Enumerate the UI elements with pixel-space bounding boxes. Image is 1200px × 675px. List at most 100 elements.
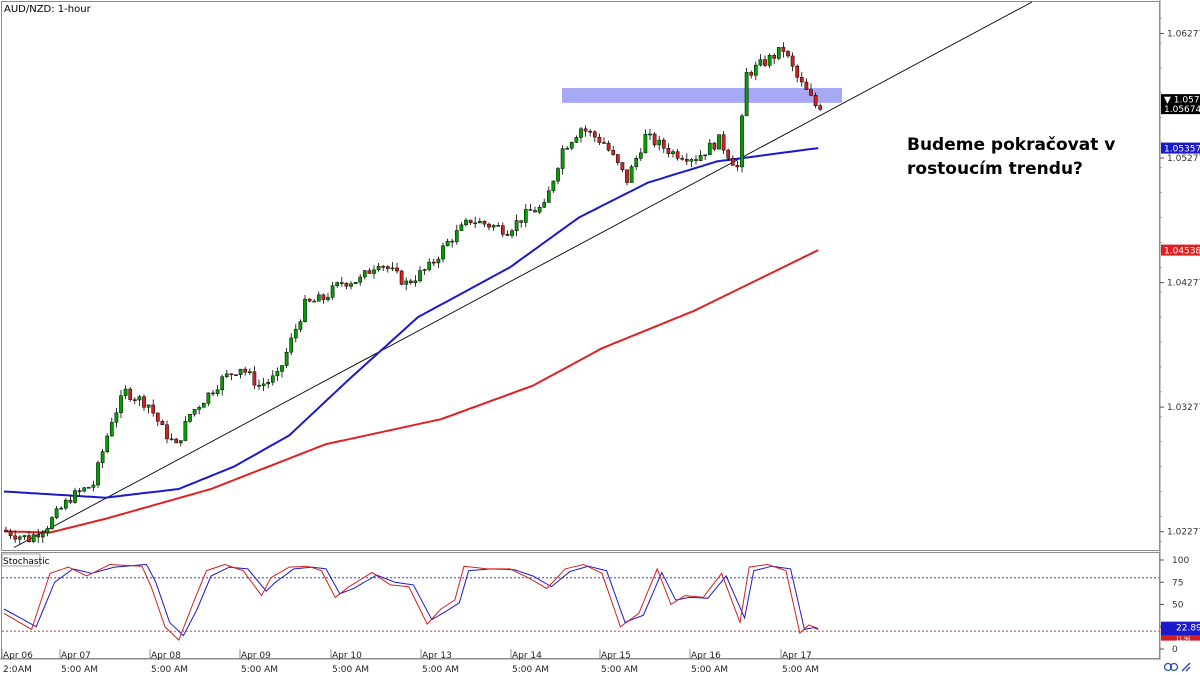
candle-body [8, 531, 13, 537]
candle-body [473, 222, 478, 225]
candle-body [767, 55, 772, 66]
candle-body [781, 47, 786, 52]
stochastic-k-line [3, 563, 819, 641]
candle-body [77, 490, 82, 492]
candle-body [491, 225, 496, 228]
candle-body [638, 152, 643, 159]
price-badge-label: ▼ 1.05736 [1164, 96, 1200, 106]
candle-body [119, 395, 123, 413]
candle-body [59, 507, 64, 510]
candle-body [404, 280, 409, 285]
candle-body [100, 451, 105, 463]
resize-icon[interactable] [1181, 662, 1191, 672]
date-label: Apr 10 [332, 651, 362, 661]
candle-body [776, 47, 781, 59]
candle-body [178, 440, 183, 444]
candle-body [597, 136, 602, 143]
date-label: Apr 14 [512, 651, 542, 661]
candle-body [422, 269, 427, 271]
candle-body [238, 368, 243, 375]
stoch-tick-label: 50 [1172, 601, 1184, 611]
candle-body [740, 115, 744, 168]
resistance-zone [562, 87, 842, 103]
candle-body [551, 180, 556, 192]
price-badge [1161, 244, 1200, 256]
candle-body [427, 261, 432, 270]
candle-body [330, 285, 335, 298]
candle-body [680, 158, 685, 160]
candle-body [772, 55, 777, 59]
candle-body [786, 51, 790, 57]
candle-body [298, 321, 303, 330]
candle-body [588, 130, 593, 133]
candles [4, 42, 823, 545]
candle-body [114, 412, 119, 423]
candle-body [574, 137, 579, 143]
candle-body [303, 298, 307, 322]
price-axis: 1.02277 1.03277 1.04277 1.05277 1.06277 [1160, 17, 1200, 542]
candle-body [307, 298, 312, 302]
time-label: 5:00 AM [512, 665, 549, 675]
candle-body [91, 484, 96, 488]
date-label: Apr 07 [61, 651, 91, 661]
candle-body [105, 435, 110, 452]
candle-body [450, 240, 455, 243]
candle-body [537, 207, 542, 213]
time-label: 5:00 AM [691, 665, 728, 675]
candle-body [510, 230, 514, 236]
candle-body [197, 407, 202, 410]
link-icon[interactable] [1163, 662, 1179, 672]
candle-body [257, 384, 261, 387]
time-label-suffix: AM [18, 665, 32, 675]
candle-body [487, 223, 491, 228]
candle-body [763, 59, 767, 66]
candle-body [744, 72, 749, 117]
candle-body [468, 219, 473, 224]
time-label: 5:00 AM [782, 665, 819, 675]
stoch-badge-label: 22.89 [1176, 624, 1200, 634]
candle-body [73, 490, 77, 503]
candle-body [671, 151, 675, 154]
candle-body [339, 282, 344, 284]
price-badge-label: 1.05357 [1164, 145, 1200, 155]
candle-body [615, 154, 620, 163]
candle-body [376, 266, 381, 271]
candle-body [109, 421, 114, 437]
candle-body [592, 131, 597, 138]
candle-body [606, 142, 611, 151]
time-label: 5:00 AM [241, 665, 278, 675]
date-label: Apr 06 [3, 651, 33, 661]
stoch-badge-label-secondary: 11.96 [1176, 637, 1190, 643]
candle-body [335, 282, 340, 287]
candle-body [625, 169, 629, 183]
candle-body [684, 159, 689, 162]
candle-body [795, 65, 800, 78]
candle-body [316, 294, 321, 302]
candle-body [523, 209, 528, 223]
candle-body [358, 276, 363, 283]
candle-body [27, 535, 31, 543]
candle-body [86, 487, 91, 489]
stochastic-pane-frame [1, 552, 1160, 659]
candle-body [758, 59, 763, 66]
candle-body [160, 420, 165, 425]
candle-body [735, 165, 740, 168]
candle-body [730, 157, 735, 166]
candle-body [454, 230, 459, 243]
candle-body [749, 72, 754, 76]
candle-body [712, 142, 717, 150]
candle-body [431, 261, 436, 264]
candle-body [408, 280, 413, 283]
price-tick-label: 1.06277 [1167, 30, 1200, 40]
stochastic-label: Stochastic [3, 557, 50, 567]
candle-body [224, 373, 229, 377]
candle-body [381, 266, 386, 268]
candle-body [192, 409, 197, 415]
candle-body [142, 396, 146, 408]
candle-body [321, 294, 326, 300]
price-badge-label: 1.04538 [1164, 247, 1200, 257]
candle-body [155, 412, 160, 422]
candle-body [229, 373, 234, 376]
candle-body [293, 329, 298, 339]
